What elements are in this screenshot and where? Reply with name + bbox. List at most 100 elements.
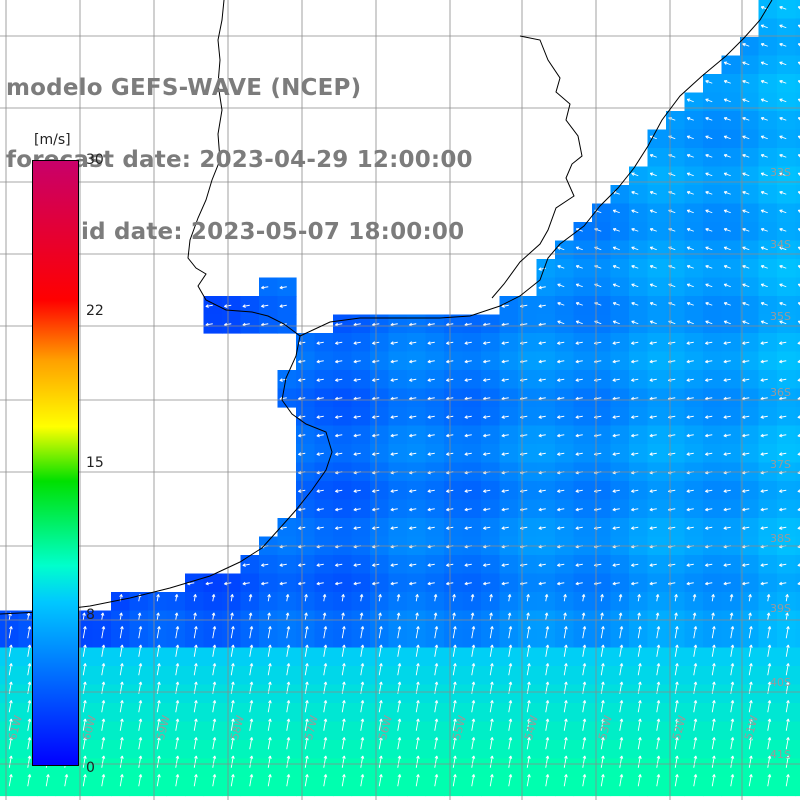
wind-speed-cell (388, 425, 408, 445)
wind-arrow (483, 508, 491, 511)
wind-arrow (101, 774, 105, 787)
wind-arrow-head (120, 663, 123, 667)
wind-arrow (797, 379, 800, 381)
wind-speed-cell (684, 222, 704, 242)
wind-speed-cell (610, 758, 630, 778)
wind-arrow (637, 737, 641, 750)
wind-arrow (557, 526, 565, 529)
wind-speed-cell (758, 55, 778, 75)
wind-arrow-head (335, 509, 339, 512)
wind-speed-cell (647, 777, 667, 797)
wind-speed-cell (721, 592, 741, 612)
wind-arrow (656, 737, 660, 750)
wind-speed-cell (536, 351, 556, 371)
wind-arrow (119, 644, 123, 657)
wind-arrow (335, 415, 343, 418)
wind-arrow-head (508, 681, 512, 685)
wind-arrow-head (507, 594, 511, 597)
wind-arrow (193, 718, 197, 731)
wind-arrow (279, 304, 287, 307)
wind-arrow (520, 526, 528, 529)
wind-arrow-head (655, 594, 659, 597)
wind-arrow-head (686, 361, 690, 364)
wind-arrow (619, 774, 623, 787)
wind-speed-cell (166, 629, 186, 649)
wind-arrow-head (409, 472, 413, 475)
wind-arrow-head (27, 681, 31, 685)
wind-arrow-head (175, 737, 179, 741)
wind-speed-cell (610, 703, 630, 723)
wind-speed-cell (407, 666, 427, 686)
wind-arrow (760, 508, 768, 511)
wind-speed-cell (111, 666, 131, 686)
wind-arrow (705, 341, 713, 344)
wind-speed-cell (333, 518, 353, 538)
wind-arrow (705, 397, 713, 400)
wind-arrow-head (305, 663, 308, 667)
wind-arrow-head (335, 472, 339, 475)
wind-speed-cell (647, 592, 667, 612)
wind-speed-cell (92, 647, 112, 667)
wind-arrow (316, 415, 324, 418)
wind-arrow (705, 508, 713, 511)
wind-arrow-head (316, 380, 320, 382)
wind-arrow-head (483, 361, 487, 364)
wind-arrow (631, 320, 639, 325)
wind-arrow (723, 360, 731, 363)
wind-speed-cell (388, 370, 408, 390)
wind-arrow (230, 644, 234, 657)
wind-arrow-head (742, 99, 745, 102)
wind-arrow (175, 718, 179, 731)
wind-speed-cell (795, 388, 800, 408)
wind-arrow (779, 320, 787, 325)
wind-arrow-head (638, 737, 641, 741)
wind-arrow (242, 323, 250, 326)
wind-arrow (742, 341, 750, 344)
wind-speed-cell (481, 370, 501, 390)
wind-arrow-head (298, 528, 302, 530)
wind-arrow (360, 755, 364, 768)
wind-arrow (427, 323, 435, 326)
wind-arrow-head (638, 663, 641, 667)
wind-arrow (82, 755, 86, 768)
wind-arrow (650, 191, 657, 195)
wind-arrow-head (249, 644, 253, 648)
wind-speed-cell (370, 629, 390, 649)
wind-arrow-head (786, 644, 789, 648)
wind-speed-cell (610, 555, 630, 575)
wind-arrow-head (649, 454, 653, 456)
wind-arrow (471, 626, 475, 639)
wind-speed-cell (703, 758, 723, 778)
wind-speed-cell (721, 333, 741, 353)
wind-arrow (390, 582, 398, 585)
wind-arrow (230, 737, 234, 750)
wind-speed-cell (203, 647, 223, 667)
wind-speed-cell (795, 296, 800, 316)
wind-arrow-head (675, 644, 678, 648)
wind-speed-cell (721, 647, 741, 667)
wind-speed-cell (703, 333, 723, 353)
wind-arrow (650, 209, 657, 214)
wind-arrow (767, 612, 770, 620)
wind-speed-cell (703, 444, 723, 464)
wind-arrow-head (508, 755, 512, 759)
wind-arrow (767, 755, 771, 768)
wind-speed-cell (795, 314, 800, 334)
wind-arrow-head (742, 321, 745, 324)
wind-speed-cell (425, 629, 445, 649)
wind-speed-cell (407, 777, 427, 797)
wind-arrow-head (249, 737, 253, 741)
wind-arrow (779, 154, 787, 158)
wind-speed-cell (499, 703, 519, 723)
wind-arrow (316, 526, 324, 529)
wind-arrow (631, 283, 639, 288)
wind-speed-cell (777, 92, 797, 112)
wind-arrow (797, 398, 800, 400)
wind-speed-cell (740, 203, 760, 223)
wind-arrow-head (316, 417, 320, 419)
wind-speed-cell (296, 370, 316, 390)
wind-arrow-head (612, 472, 616, 475)
wind-arrow (798, 80, 800, 83)
wind-arrow (575, 360, 583, 363)
wind-arrow (687, 302, 694, 306)
